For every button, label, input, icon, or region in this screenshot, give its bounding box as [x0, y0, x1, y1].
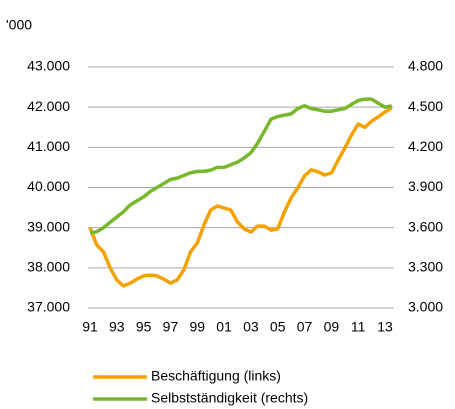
y2-tick-label: 4.500	[408, 98, 443, 114]
x-tick-label: 07	[297, 319, 313, 335]
y-tick-label: 37.000	[27, 299, 70, 315]
y-tick-label: 38.000	[27, 259, 70, 275]
x-tick-label: 05	[270, 319, 286, 335]
x-tick-label: 11	[351, 319, 366, 335]
x-tick-label: 09	[324, 319, 340, 335]
y2-tick-label: 3.000	[408, 299, 443, 315]
y2-tick-label: 3.600	[408, 218, 443, 234]
x-tick-label: 99	[189, 319, 205, 335]
x-tick-label: 93	[109, 319, 125, 335]
y2-tick-label: 4.200	[408, 138, 443, 154]
legend-label: Selbstständigkeit (rechts)	[151, 390, 308, 406]
legend-label: Beschäftigung (links)	[151, 368, 281, 384]
y2-tick-label: 3.300	[408, 259, 443, 275]
y-tick-label: 40.000	[27, 178, 70, 194]
y-tick-label: 41.000	[27, 138, 70, 154]
x-tick-label: 95	[136, 319, 152, 335]
x-tick-label: 13	[377, 319, 393, 335]
unit-label: '000	[6, 17, 32, 33]
y-tick-label: 42.000	[27, 98, 70, 114]
y2-tick-label: 3.900	[408, 178, 443, 194]
x-tick-label: 01	[216, 319, 232, 335]
series-line	[88, 106, 393, 288]
x-tick-label: 91	[82, 319, 98, 335]
y-tick-label: 43.000	[27, 58, 70, 74]
x-tick-label: 97	[163, 319, 179, 335]
series-line	[89, 97, 393, 235]
y-tick-label: 39.000	[27, 218, 70, 234]
y2-tick-label: 4.800	[408, 58, 443, 74]
x-tick-label: 03	[243, 319, 259, 335]
